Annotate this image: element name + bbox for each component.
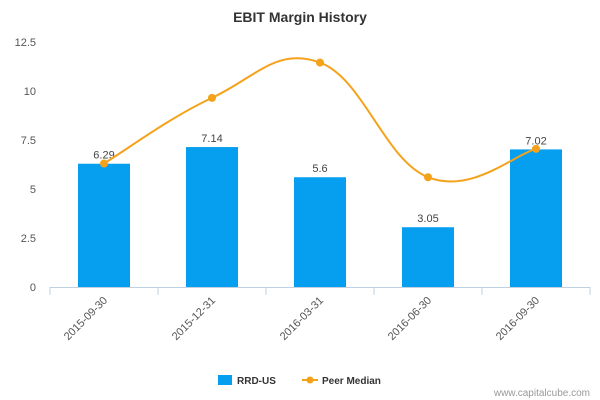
x-tick-label: 2015-09-30 [62, 295, 110, 343]
x-tick-label: 2016-09-30 [494, 295, 542, 343]
peer-median-point [208, 93, 216, 102]
y-tick-label: 10 [24, 86, 36, 98]
legend: RRD-US Peer Median [218, 375, 381, 387]
bars [78, 147, 562, 287]
bar-data-label: 5.6 [312, 163, 327, 175]
y-tick-label: 2.5 [21, 233, 36, 245]
credit-text: www.capitalcube.com [493, 388, 590, 399]
peer-median-point [424, 173, 432, 182]
x-axis: 2015-09-30 2015-12-31 2016-03-31 2016-06-30… [49, 287, 591, 343]
legend-swatch-rrd [218, 375, 232, 385]
peer-median-point [100, 159, 108, 168]
bar [78, 163, 130, 287]
bar [402, 227, 454, 287]
peer-median-point [316, 58, 324, 67]
legend-label-rrd: RRD-US [237, 376, 276, 387]
bar-labels: 6.29 7.14 5.6 3.05 7.02 [93, 133, 546, 225]
bar [510, 149, 562, 287]
peer-median-point [532, 144, 540, 153]
bar-data-label: 7.14 [201, 133, 222, 145]
y-tick-label: 0 [30, 282, 36, 294]
y-axis: 0 2.5 5 7.5 10 12.5 [15, 37, 36, 294]
bar-data-label: 7.02 [525, 135, 546, 147]
peer-median-line [100, 57, 540, 183]
y-tick-label: 7.5 [21, 135, 36, 147]
bar-data-label: 6.29 [93, 150, 114, 162]
legend-swatch-peer-marker [306, 376, 314, 384]
bar-data-label: 3.05 [417, 213, 438, 225]
x-tick-label: 2016-06-30 [386, 295, 434, 343]
bar [294, 177, 346, 287]
y-tick-label: 5 [30, 184, 36, 196]
x-tick-label: 2016-03-31 [278, 295, 326, 343]
chart-title: EBIT Margin History [233, 9, 367, 25]
y-tick-label: 12.5 [15, 37, 36, 49]
x-tick-label: 2015-12-31 [170, 295, 218, 343]
legend-label-peer: Peer Median [322, 376, 381, 387]
bar [186, 147, 238, 287]
